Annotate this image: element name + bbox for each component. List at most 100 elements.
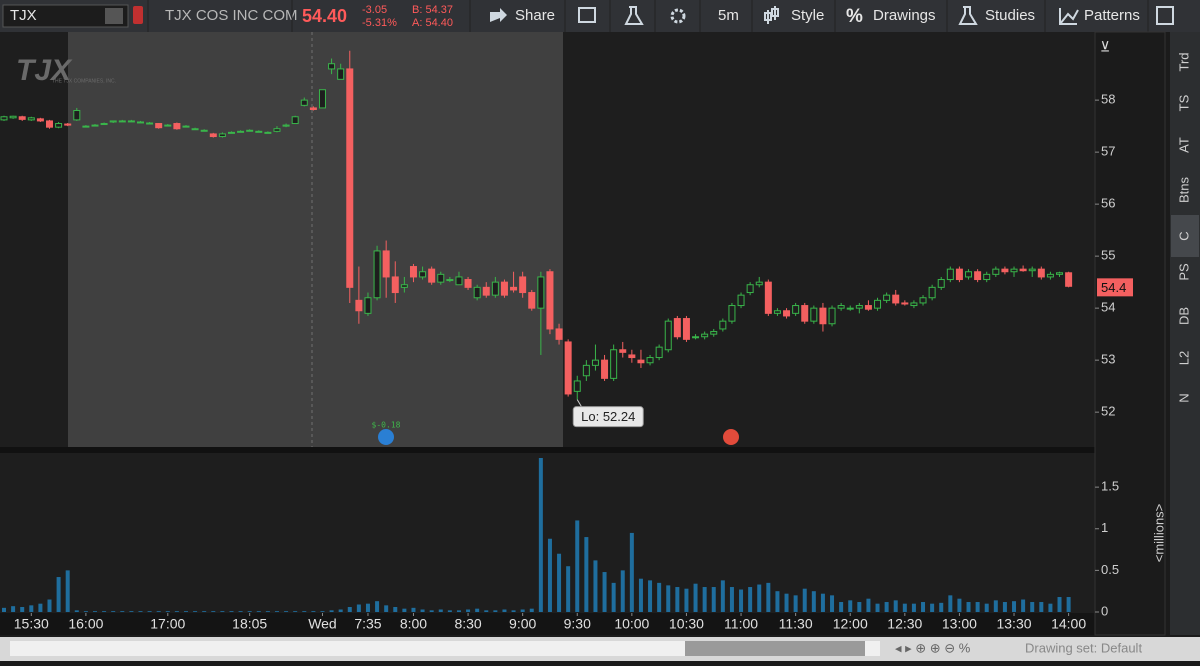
toolbar bbox=[0, 0, 1200, 32]
patterns-button[interactable]: Patterns bbox=[1084, 7, 1140, 24]
candle-body bbox=[682, 318, 690, 340]
symbol[interactable]: TJX bbox=[10, 7, 37, 24]
volume-bar bbox=[1039, 602, 1044, 612]
candle-body bbox=[1046, 273, 1054, 278]
volume-bar bbox=[56, 577, 61, 612]
volume-bar bbox=[347, 607, 352, 612]
side-tab[interactable]: L2 bbox=[1176, 351, 1191, 365]
candle-body bbox=[400, 284, 408, 288]
candle-body bbox=[218, 133, 226, 138]
collapse-icon[interactable]: ⊻ bbox=[1100, 39, 1110, 55]
volume-bar bbox=[293, 611, 298, 612]
candle-body bbox=[136, 121, 144, 124]
volume-bar bbox=[1057, 597, 1062, 612]
x-tick-label: 7:35 bbox=[354, 616, 381, 632]
candle-body bbox=[291, 116, 299, 125]
x-tick-label: 10:00 bbox=[614, 616, 649, 632]
volume-bar bbox=[657, 582, 662, 612]
side-tab[interactable]: C bbox=[1176, 231, 1191, 240]
x-tick-label: 11:00 bbox=[724, 616, 758, 632]
candle-body bbox=[409, 266, 417, 278]
side-tab[interactable]: N bbox=[1176, 393, 1191, 402]
annotation-box bbox=[572, 406, 644, 428]
volume-bar bbox=[65, 570, 70, 612]
alert-icon[interactable] bbox=[133, 6, 143, 24]
drawings-button[interactable]: Drawings bbox=[873, 7, 936, 24]
y-tick-label: 56 bbox=[1101, 196, 1115, 211]
candle-body bbox=[637, 359, 645, 364]
volume-bar bbox=[857, 602, 862, 612]
candle-body bbox=[309, 107, 317, 110]
symbol-dropdown[interactable] bbox=[105, 8, 123, 24]
volume-bar bbox=[566, 566, 571, 612]
volume-bar bbox=[1030, 602, 1035, 612]
earnings-icon[interactable] bbox=[378, 429, 394, 445]
volume-bar bbox=[356, 604, 361, 612]
volume-bar bbox=[839, 602, 844, 612]
style-icon[interactable] bbox=[764, 6, 779, 24]
drawings-icon[interactable]: % bbox=[846, 6, 863, 27]
volume-bar bbox=[966, 602, 971, 612]
volume-bar bbox=[74, 610, 79, 612]
studies-button[interactable]: Studies bbox=[985, 7, 1035, 24]
grid-icon[interactable] bbox=[578, 7, 596, 23]
conference-call-icon[interactable] bbox=[723, 429, 739, 445]
scrollbar-track[interactable] bbox=[10, 641, 880, 656]
candle-body bbox=[146, 122, 154, 125]
candle-body bbox=[273, 128, 281, 132]
volume-bar bbox=[138, 611, 143, 612]
drawing-set[interactable]: Drawing set: Default bbox=[1025, 640, 1142, 655]
volume-bar bbox=[921, 602, 926, 612]
patterns-icon[interactable] bbox=[1059, 8, 1079, 25]
candle-body bbox=[337, 68, 345, 80]
volume-bar bbox=[202, 611, 207, 612]
candle-body bbox=[237, 130, 245, 133]
candle-body bbox=[1028, 268, 1036, 272]
candle-body bbox=[846, 307, 854, 310]
candle-body bbox=[373, 250, 381, 299]
layout-icon[interactable] bbox=[1156, 6, 1174, 25]
candle-body bbox=[992, 268, 1000, 275]
candle-body bbox=[118, 120, 126, 123]
candle-body bbox=[164, 124, 172, 127]
volume-bar bbox=[793, 595, 798, 612]
candle-body bbox=[91, 124, 99, 127]
share-button[interactable]: Share bbox=[515, 7, 555, 24]
pane-separator bbox=[0, 447, 1165, 453]
volume-bar bbox=[47, 599, 52, 612]
y-tick-label: 58 bbox=[1101, 92, 1115, 107]
flask-icon[interactable] bbox=[624, 6, 644, 25]
volume-bar bbox=[948, 595, 953, 612]
symbol-box[interactable] bbox=[2, 4, 129, 28]
side-tab[interactable]: Btns bbox=[1176, 176, 1191, 203]
volume-bar bbox=[493, 610, 498, 612]
side-tab[interactable]: AT bbox=[1176, 137, 1191, 153]
candle-body bbox=[0, 116, 8, 121]
candle-body bbox=[628, 354, 636, 359]
candle-body bbox=[1001, 268, 1009, 273]
candle-body bbox=[1056, 272, 1064, 275]
x-tick-label: 17:00 bbox=[150, 616, 185, 632]
candle-body bbox=[528, 292, 536, 309]
studies-icon[interactable] bbox=[958, 6, 978, 25]
volume-bar bbox=[484, 610, 489, 612]
side-tab[interactable]: PS bbox=[1176, 263, 1191, 281]
candle-body bbox=[346, 68, 354, 288]
settings-icon[interactable] bbox=[670, 8, 686, 24]
side-tab[interactable]: Trd bbox=[1176, 52, 1191, 71]
share-icon[interactable] bbox=[490, 8, 507, 22]
zoom-controls[interactable]: ◂ ▸ ⊕ ⊕ ⊖ % bbox=[895, 640, 971, 655]
candle-body bbox=[510, 286, 518, 291]
volume-bar bbox=[247, 611, 252, 612]
scrollbar-thumb[interactable] bbox=[685, 641, 865, 656]
volume-bar bbox=[638, 578, 643, 612]
volume-bar bbox=[102, 611, 107, 612]
interval-button[interactable]: 5m bbox=[718, 7, 739, 24]
style-button[interactable]: Style bbox=[791, 7, 824, 24]
volume-bar bbox=[547, 538, 552, 612]
side-tab[interactable]: DB bbox=[1176, 307, 1191, 325]
candle-body bbox=[619, 349, 627, 353]
side-tab[interactable]: TS bbox=[1176, 94, 1191, 111]
y-tick-label: 55 bbox=[1101, 248, 1115, 263]
last-price-marker bbox=[1097, 278, 1133, 297]
